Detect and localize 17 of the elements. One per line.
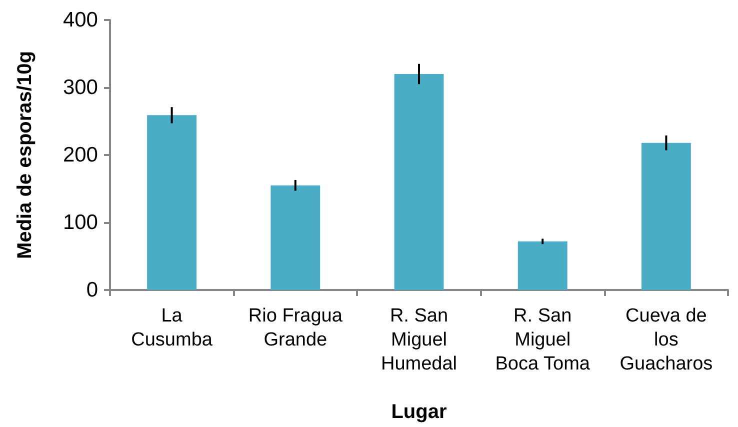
bar	[147, 115, 197, 290]
bar	[518, 241, 568, 290]
x-tick-label: R. San Miguel Boca Toma	[495, 306, 590, 374]
x-tick-label: La Cusumba	[131, 306, 213, 350]
bar	[394, 74, 444, 290]
bar	[641, 142, 691, 290]
y-tick-label: 100	[62, 211, 98, 234]
y-axis-title: Media de esporas/10g	[14, 51, 36, 259]
y-tick-label: 300	[62, 76, 98, 99]
x-axis-title: Lugar	[391, 401, 447, 423]
y-tick-label: 200	[62, 144, 98, 166]
x-tick-label: Cueva de los Guacharos	[620, 306, 713, 374]
y-tick-label: 400	[62, 8, 98, 32]
x-tick-label: R. San Miguel Humedal	[380, 306, 458, 374]
x-tick-label: Rio Fragua Grande	[248, 306, 343, 350]
bar	[270, 185, 320, 290]
y-tick-label: 0	[86, 278, 98, 302]
